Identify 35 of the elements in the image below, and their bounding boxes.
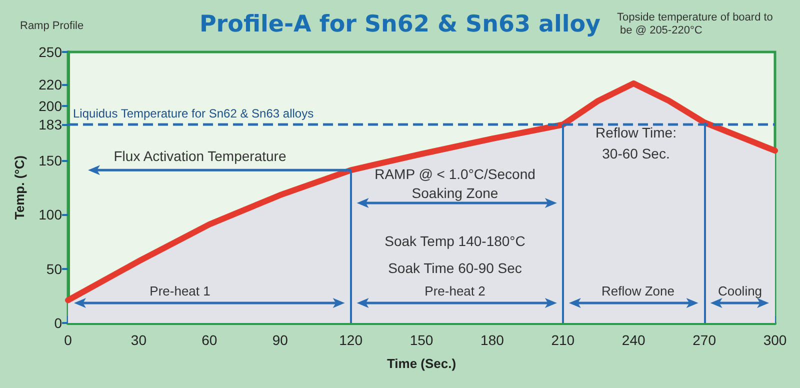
annotation: Soak Time 60-90 Sec xyxy=(388,260,522,276)
x-tick-label: 0 xyxy=(64,332,72,348)
y-tick-label: 50 xyxy=(46,260,62,277)
y-axis-title: Temp. (°C) xyxy=(12,155,27,220)
y-tick-label: 183 xyxy=(38,116,62,133)
annotation: Pre-heat 2 xyxy=(424,284,486,298)
x-tick-label: 270 xyxy=(692,332,716,348)
x-tick-label: 120 xyxy=(339,332,363,348)
x-axis-title: Time (Sec.) xyxy=(386,356,456,371)
ref-line-label: Liquidus Temperature for Sn62 & Sn63 alloys xyxy=(73,106,314,121)
x-tick-label: 240 xyxy=(622,332,646,348)
x-tick-label: 150 xyxy=(410,332,434,348)
x-tick-label: 210 xyxy=(551,332,575,348)
text: Topside temperature of board to be @ 205-220°C xyxy=(617,12,773,36)
annotation: Pre-heat 1 xyxy=(150,284,210,298)
annotation: Reflow Time: 30-60 Sec. xyxy=(596,124,676,162)
annotation: Cooling xyxy=(718,284,762,298)
y-tick-label: 220 xyxy=(38,76,62,93)
annotation: Flux Activation Temperature xyxy=(114,148,286,164)
y-tick-label: 200 xyxy=(38,98,62,114)
y-tick-label: 100 xyxy=(38,206,62,223)
annotation: RAMP @ < 1.0°C/Second xyxy=(374,166,536,182)
annotation: Soak Temp 140-180°C xyxy=(384,233,526,249)
x-tick-label: 30 xyxy=(130,332,147,348)
y-tick-label: 0 xyxy=(54,315,62,331)
chart-title: Profile-A for Sn62 & Sn63 alloy xyxy=(199,12,601,38)
x-tick-label: 60 xyxy=(202,332,218,348)
text: Ramp Profile xyxy=(20,20,84,32)
x-tick-label: 300 xyxy=(763,332,787,348)
y-tick-label: 250 xyxy=(38,44,62,60)
x-tick-label: 90 xyxy=(272,332,288,348)
x-tick-label: 180 xyxy=(480,332,504,348)
annotation: Soaking Zone xyxy=(412,185,498,201)
y-tick-label: 150 xyxy=(38,152,62,168)
annotation: Reflow Zone xyxy=(602,284,674,298)
